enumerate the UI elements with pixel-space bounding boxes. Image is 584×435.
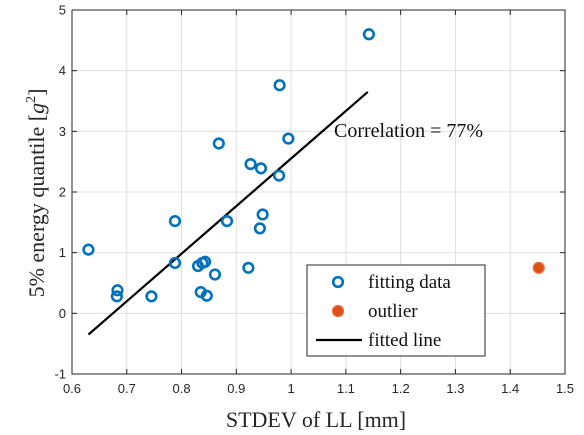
legend: fitting data outlier fitted line bbox=[306, 264, 486, 357]
legend-fitting-data-label: fitting data bbox=[368, 272, 451, 293]
fitting-data-point bbox=[145, 290, 158, 303]
x-tick-label: 0.9 bbox=[227, 381, 245, 396]
y-tick-label: 4 bbox=[59, 63, 66, 78]
fitting-data-point bbox=[200, 289, 213, 302]
fitting-data-point bbox=[82, 243, 95, 256]
tick-labels: 0.6 0.7 0.8 0.9 1 1.1 1.2 1.3 1.4 1.5 -1 0 1 2 3 4 5 bbox=[54, 3, 574, 397]
legend-fitting-data-marker bbox=[331, 275, 345, 289]
fitting-data-point bbox=[272, 169, 286, 182]
x-tick-label: 1.3 bbox=[446, 381, 464, 396]
axes-box bbox=[71, 9, 566, 375]
y-axis-label-main: 5% energy quantile [ bbox=[24, 114, 49, 297]
fitting-data-point bbox=[254, 162, 268, 175]
y-tick-label: 5 bbox=[59, 3, 66, 18]
y-axis-label-exponent: 2 bbox=[24, 96, 39, 103]
fitting-data-point bbox=[244, 157, 257, 171]
y-tick-label: 1 bbox=[59, 245, 66, 260]
fitting-data-point bbox=[220, 215, 234, 228]
fitting-data-point bbox=[282, 132, 295, 145]
y-tick-label: 0 bbox=[59, 306, 66, 321]
fitting-data-point bbox=[256, 208, 269, 221]
y-axis-label: 5% energy quantile [g2] bbox=[24, 89, 49, 298]
fitting-data-point bbox=[242, 261, 255, 274]
fitting-data-point bbox=[253, 222, 266, 235]
y-axis-label-close: ] bbox=[24, 89, 49, 96]
fitting-data-point bbox=[168, 256, 182, 270]
x-tick-label: 1.5 bbox=[556, 381, 574, 396]
x-tick-label: 1.1 bbox=[337, 381, 355, 396]
legend-outlier-label: outlier bbox=[368, 301, 418, 322]
fitting-data-point bbox=[362, 28, 375, 41]
outlier-point bbox=[532, 261, 545, 274]
legend-outlier-marker bbox=[331, 304, 345, 318]
fitting-data-point bbox=[212, 137, 225, 150]
y-tick-label: 3 bbox=[59, 124, 66, 139]
correlation-annotation: Correlation = 77% bbox=[334, 120, 483, 142]
fitted-line-line bbox=[87, 91, 369, 336]
fitting-data-point bbox=[110, 290, 124, 303]
fitting-data-point bbox=[273, 79, 286, 92]
fitting-data-point bbox=[111, 284, 124, 297]
x-axis-label: STDEV of LL [mm] bbox=[226, 407, 406, 432]
x-tick-label: 0.7 bbox=[118, 381, 136, 396]
axes-frame bbox=[71, 9, 566, 375]
legend-fitted-line-label: fitted line bbox=[368, 330, 441, 351]
fitting-data-point bbox=[208, 268, 222, 281]
fitting-data-point bbox=[168, 215, 182, 228]
x-tick-label: 1 bbox=[287, 381, 294, 396]
x-tick-label: 0.8 bbox=[173, 381, 191, 396]
data-series bbox=[82, 28, 545, 336]
fitting-data-point bbox=[199, 255, 212, 268]
x-tick-label: 1.2 bbox=[392, 381, 410, 396]
y-tick-label: 2 bbox=[59, 185, 66, 200]
y-axis-label-variable: g bbox=[24, 103, 49, 114]
y-tick-label: -1 bbox=[54, 367, 66, 382]
x-tick-label: 0.6 bbox=[63, 381, 81, 396]
x-tick-label: 1.4 bbox=[501, 381, 519, 396]
